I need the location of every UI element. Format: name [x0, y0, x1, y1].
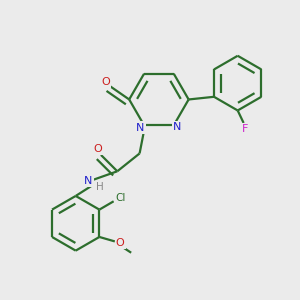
Text: N: N [136, 123, 145, 133]
Text: O: O [94, 144, 102, 154]
Text: O: O [116, 238, 124, 248]
Text: Cl: Cl [115, 193, 125, 203]
Text: O: O [101, 76, 110, 87]
Text: F: F [242, 124, 248, 134]
Text: H: H [97, 182, 104, 192]
Text: N: N [84, 176, 93, 186]
Text: N: N [173, 122, 182, 132]
